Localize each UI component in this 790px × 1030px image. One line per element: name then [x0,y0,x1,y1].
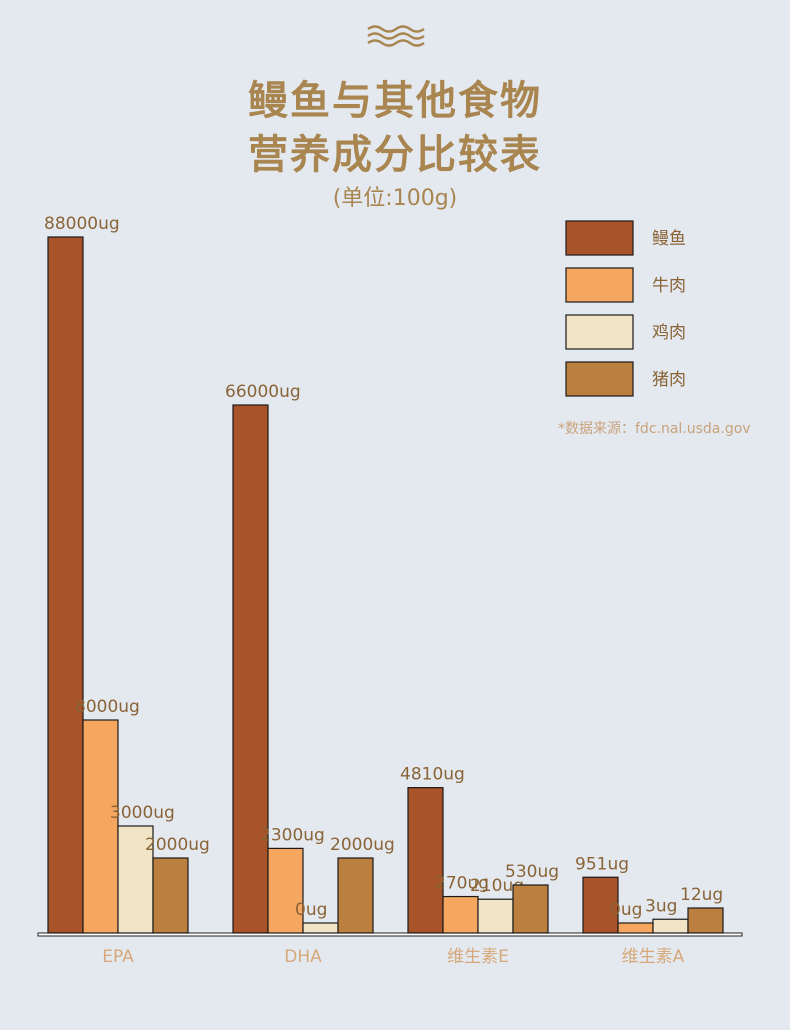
data-label-pork-0: 2000ug [145,835,210,855]
data-label-eel-0: 88000ug [44,214,120,234]
data-label-eel-2: 4810ug [400,765,465,785]
data-label-pork-3: 12ug [680,885,723,905]
x-tick-label-2: 维生素E [447,947,509,967]
bar-eel-0 [47,236,84,934]
legend-label-chicken: 鸡肉 [652,323,686,343]
bar-chicken-3 [652,918,689,934]
legend-swatch-pork [565,361,634,397]
bar-pork-0 [152,857,189,934]
data-label-pork-1: 2000ug [330,835,395,855]
data-label-beef-0: 8000ug [75,697,140,717]
data-label-beef-1: 2300ug [260,825,325,845]
bar-pork-3 [687,907,724,934]
data-label-chicken-2: 210ug [470,876,524,896]
bar-beef-3 [617,922,654,934]
unit-label: (单位:100g) [332,186,458,211]
legend-swatch-eel [565,220,634,256]
bar-pork-1 [337,857,374,934]
bar-eel-3 [582,876,619,934]
legend-label-eel: 鳗鱼 [652,229,686,249]
data-label-beef-2: 270ug [435,874,489,894]
data-label-chicken-1: 0ug [295,900,327,920]
x-tick-label-1: DHA [284,947,322,967]
bar-pork-2 [512,884,549,934]
bar-eel-2 [407,787,444,934]
data-label-pork-2: 530ug [505,862,559,882]
page-title-line2: 营养成分比较表 [248,132,542,178]
bar-beef-1 [267,847,304,934]
data-label-eel-3: 951ug [575,854,629,874]
x-tick-label-3: 维生素A [622,947,685,967]
data-label-chicken-0: 3000ug [110,803,175,823]
source-note: *数据来源：fdc.nal.usda.gov [558,421,751,437]
legend-label-pork: 猪肉 [652,370,686,390]
legend-swatch-beef [565,267,634,303]
data-label-eel-1: 66000ug [225,382,301,402]
data-label-chicken-3: 3ug [645,896,677,916]
bar-chicken-0 [117,825,154,934]
legend-swatch-chicken [565,314,634,350]
x-tick-label-0: EPA [102,947,134,967]
legend-label-beef: 牛肉 [652,276,686,296]
data-label-beef-3: 0ug [610,900,642,920]
bar-eel-1 [232,404,269,934]
bar-chicken-2 [477,898,514,934]
bar-beef-0 [82,719,119,934]
bar-beef-2 [442,895,479,934]
wave-icon [367,25,425,47]
page-title-line1: 鳗鱼与其他食物 [248,78,542,124]
x-axis-line [37,932,743,937]
bar-chicken-1 [302,922,339,934]
